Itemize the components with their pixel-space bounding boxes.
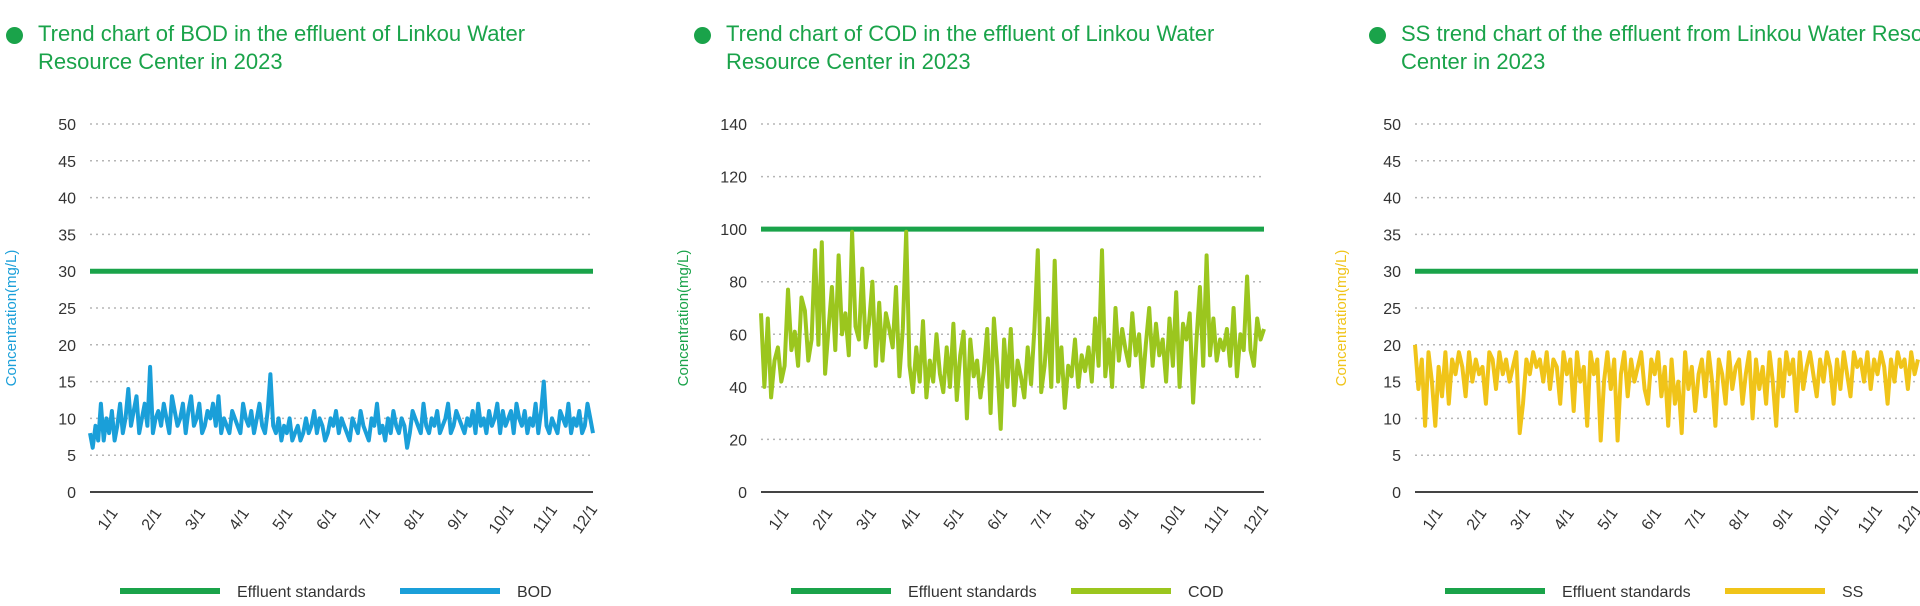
x-tick-label: 2/1 bbox=[1464, 505, 1491, 533]
y-tick-label: 0 bbox=[67, 485, 76, 502]
x-tick-label: 3/1 bbox=[853, 505, 880, 533]
y-tick-label: 5 bbox=[1392, 448, 1401, 465]
title-bullet-icon bbox=[694, 27, 711, 44]
x-tick-label: 10/1 bbox=[486, 502, 518, 537]
legend-label: Effluent standards bbox=[908, 584, 1037, 601]
y-tick-label: 45 bbox=[58, 154, 76, 171]
x-tick-label: 2/1 bbox=[139, 505, 166, 533]
title-bullet-icon bbox=[1369, 27, 1386, 44]
y-tick-label: 100 bbox=[720, 222, 747, 239]
legend-label: Effluent standards bbox=[1562, 584, 1691, 601]
y-tick-label: 10 bbox=[58, 411, 76, 428]
y-tick-label: 25 bbox=[1383, 301, 1401, 318]
y-tick-label: 40 bbox=[58, 191, 76, 208]
x-tick-label: 5/1 bbox=[1595, 505, 1622, 533]
y-tick-label: 20 bbox=[729, 432, 747, 449]
y-axis-title: Concentration(mg/L) bbox=[675, 250, 692, 387]
series-line bbox=[759, 229, 1266, 431]
x-tick-label: 3/1 bbox=[1507, 505, 1534, 533]
x-tick-label: 9/1 bbox=[445, 505, 472, 533]
x-tick-label: 8/1 bbox=[1726, 505, 1753, 533]
y-tick-label: 15 bbox=[58, 375, 76, 392]
x-tick-label: 7/1 bbox=[1028, 505, 1055, 533]
cod-chart-svg: 0 20 40 60 80 100 120 140 1/1 2/1 3/1 4/1 5/1 6/1 7/1 8… bbox=[675, 117, 1272, 601]
x-tick-label: 4/1 bbox=[1551, 505, 1578, 533]
y-tick-label: 30 bbox=[1383, 264, 1401, 281]
x-tick-label: 12/1 bbox=[1894, 502, 1920, 537]
cod-chart-title: Trend chart of COD in the effluent of Li… bbox=[726, 21, 1215, 74]
y-tick-label: 50 bbox=[58, 117, 76, 134]
x-tick-label: 1/1 bbox=[95, 505, 122, 533]
x-tick-label: 9/1 bbox=[1116, 505, 1143, 533]
y-tick-label: 15 bbox=[1383, 375, 1401, 392]
bod-chart-panel: Trend chart of BOD in the effluent of Li… bbox=[0, 0, 640, 606]
y-tick-label: 20 bbox=[1383, 338, 1401, 355]
x-tick-label: 5/1 bbox=[270, 505, 297, 533]
y-axis-title: Concentration(mg/L) bbox=[3, 250, 20, 387]
x-tick-label: 8/1 bbox=[401, 505, 428, 533]
title-bullet-icon bbox=[6, 27, 23, 44]
y-tick-label: 80 bbox=[729, 275, 747, 292]
y-tick-label: 45 bbox=[1383, 154, 1401, 171]
y-tick-label: 0 bbox=[738, 485, 747, 502]
x-tick-label: 12/1 bbox=[569, 502, 601, 537]
x-tick-label: 6/1 bbox=[1639, 505, 1666, 533]
x-tick-label: 12/1 bbox=[1240, 502, 1272, 537]
y-tick-label: 10 bbox=[1383, 411, 1401, 428]
y-tick-label: 50 bbox=[1383, 117, 1401, 134]
x-tick-label: 2/1 bbox=[810, 505, 837, 533]
legend-label: Effluent standards bbox=[237, 584, 366, 601]
y-tick-label: 40 bbox=[729, 380, 747, 397]
x-tick-label: 11/1 bbox=[1855, 502, 1886, 536]
ss-chart-title: SS trend chart of the effluent from Link… bbox=[1401, 21, 1920, 74]
bod-chart-svg: 0 5 10 15 20 25 30 35 40 45 50 1/1 2/1 3/1 4/1 5/1 6/1 7/… bbox=[3, 117, 601, 601]
x-tick-label: 8/1 bbox=[1072, 505, 1099, 533]
x-tick-label: 5/1 bbox=[941, 505, 968, 533]
legend-label: COD bbox=[1188, 584, 1224, 601]
y-tick-label: 35 bbox=[1383, 227, 1401, 244]
y-tick-label: 20 bbox=[58, 338, 76, 355]
x-tick-label: 11/1 bbox=[1201, 502, 1232, 536]
x-tick-label: 1/1 bbox=[1420, 505, 1447, 533]
x-tick-label: 11/1 bbox=[530, 502, 561, 536]
x-tick-label: 6/1 bbox=[985, 505, 1012, 533]
x-tick-label: 6/1 bbox=[314, 505, 341, 533]
bod-chart-title: Trend chart of BOD in the effluent of Li… bbox=[38, 21, 526, 74]
x-tick-label: 3/1 bbox=[182, 505, 209, 533]
y-axis-title: Concentration(mg/L) bbox=[1333, 250, 1350, 387]
legend-label: BOD bbox=[517, 584, 552, 601]
y-tick-label: 120 bbox=[720, 170, 747, 187]
x-tick-label: 7/1 bbox=[1682, 505, 1709, 533]
ss-chart-panel: SS trend chart of the effluent from Link… bbox=[1333, 0, 1920, 606]
y-tick-label: 0 bbox=[1392, 485, 1401, 502]
x-tick-label: 10/1 bbox=[1811, 502, 1843, 537]
ss-chart-svg: 0 5 10 15 20 25 30 35 40 45 50 1/1 2/1 3/1 4/1 5/1 6/1 7/… bbox=[1333, 117, 1920, 601]
y-tick-label: 60 bbox=[729, 327, 747, 344]
legend-label: SS bbox=[1842, 584, 1863, 601]
y-tick-label: 25 bbox=[58, 301, 76, 318]
x-tick-label: 4/1 bbox=[897, 505, 924, 533]
y-tick-label: 30 bbox=[58, 264, 76, 281]
cod-chart-panel: Trend chart of COD in the effluent of Li… bbox=[675, 0, 1328, 606]
x-tick-label: 7/1 bbox=[357, 505, 384, 533]
x-tick-label: 9/1 bbox=[1770, 505, 1797, 533]
y-tick-label: 5 bbox=[67, 448, 76, 465]
y-tick-label: 35 bbox=[58, 227, 76, 244]
x-tick-label: 4/1 bbox=[226, 505, 253, 533]
x-tick-label: 1/1 bbox=[766, 505, 793, 533]
x-tick-label: 10/1 bbox=[1157, 502, 1189, 537]
series-line bbox=[1413, 344, 1920, 443]
y-tick-label: 140 bbox=[720, 117, 747, 134]
series-line bbox=[88, 364, 595, 450]
y-tick-label: 40 bbox=[1383, 191, 1401, 208]
